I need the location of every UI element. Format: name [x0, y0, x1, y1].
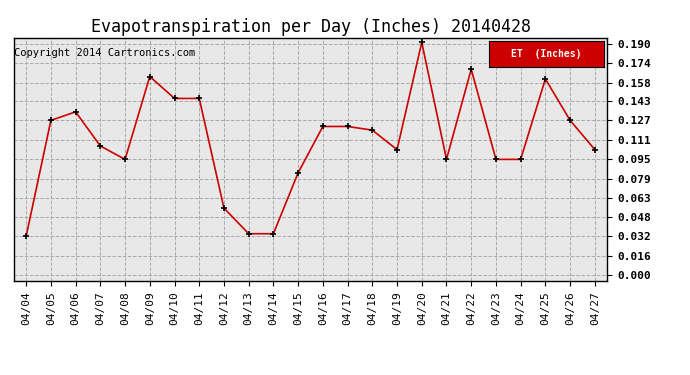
Title: Evapotranspiration per Day (Inches) 20140428: Evapotranspiration per Day (Inches) 2014… [90, 18, 531, 36]
Text: Copyright 2014 Cartronics.com: Copyright 2014 Cartronics.com [14, 48, 195, 58]
